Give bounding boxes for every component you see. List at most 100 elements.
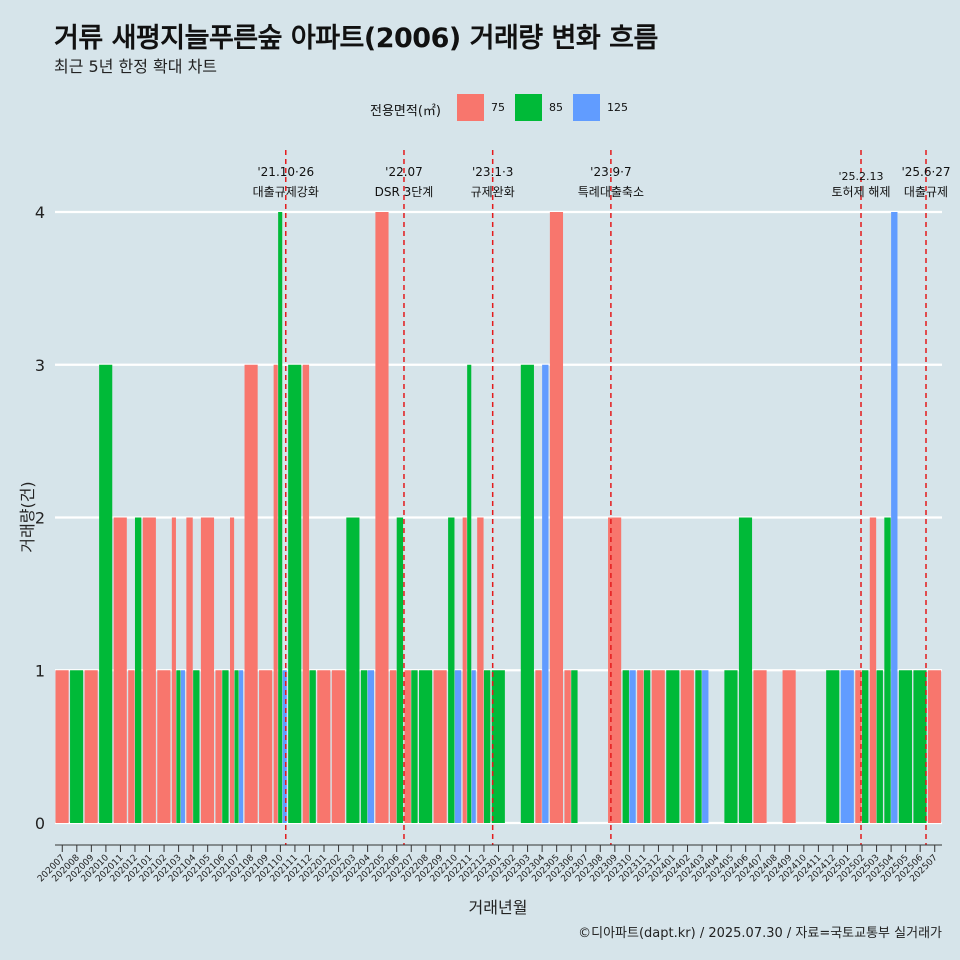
bar-85-202012	[134, 517, 142, 823]
bar-85-202306	[571, 670, 578, 823]
y-tick-label: 4	[35, 203, 45, 222]
bar-75-202202	[331, 670, 345, 823]
bar-75-202104	[186, 517, 193, 823]
legend-key-75	[457, 94, 484, 121]
bar-75-202110	[273, 364, 278, 823]
bar-125-202310	[629, 670, 636, 823]
bar-75-202107	[229, 517, 235, 823]
bar-85-202203	[346, 517, 360, 823]
legend-key-125	[573, 94, 600, 121]
bar-75-202311	[637, 670, 644, 823]
source-caption: ©디아파트(dapt.kr) / 2025.07.30 / 자료=국토교통부 실…	[578, 926, 942, 941]
event-label: DSR 3단계	[375, 185, 434, 199]
bar-75-202309	[608, 517, 622, 823]
bar-85-202210	[448, 517, 455, 823]
bar-75-202305	[549, 212, 564, 823]
bar-125-202110	[282, 670, 287, 823]
bar-85-202406	[738, 517, 753, 823]
bar-85-202403	[695, 670, 702, 823]
legend-title: 전용면적(㎡)	[370, 104, 441, 119]
bar-85-202405	[724, 670, 738, 823]
bar-75-202102	[157, 670, 171, 823]
bar-85-202502	[862, 670, 869, 823]
bar-75-202211	[462, 517, 467, 823]
event-label: 대출규제	[904, 185, 948, 199]
legend-label-125: 125	[607, 101, 628, 114]
bar-75-202109	[259, 670, 273, 823]
bar-75-202503	[869, 517, 877, 823]
bar-75-202507	[927, 670, 942, 823]
bar-85-202212	[483, 670, 491, 823]
bar-85-202506	[913, 670, 927, 823]
y-tick-label: 3	[35, 356, 45, 375]
bar-85-202412	[826, 670, 840, 823]
bar-85-202503	[876, 670, 883, 823]
bar-125-202210	[454, 670, 462, 823]
bar-75-202304	[535, 670, 542, 823]
bar-85-202107	[234, 670, 239, 823]
bar-75-202502	[855, 670, 862, 823]
legend-label-85: 85	[549, 101, 563, 114]
bar-75-202105	[200, 517, 215, 823]
bar-85-202008	[70, 670, 84, 823]
bar-75-202409	[782, 670, 796, 823]
bar-125-202204	[367, 670, 375, 823]
bar-125-202304	[542, 364, 549, 823]
bar-75-202106	[215, 670, 222, 823]
y-axis-title: 거래량(건)	[18, 481, 37, 552]
bar-85-202106	[222, 670, 229, 823]
bar-85-202208	[419, 670, 433, 823]
y-tick-label: 0	[35, 814, 45, 833]
y-axis: 0 1 2 3 4	[35, 203, 45, 833]
bar-85-202111	[288, 364, 302, 823]
event-label: 대출규제강화	[253, 185, 319, 199]
bar-75-202407	[753, 670, 767, 823]
bar-75-202212	[477, 517, 484, 823]
bar-85-202110	[278, 212, 283, 823]
x-axis-title: 거래년월	[469, 898, 528, 917]
bar-85-202207	[411, 670, 418, 823]
legend-key-85	[515, 94, 542, 121]
event-date-label: '25.6·27	[901, 165, 950, 179]
bar-75-202101	[142, 517, 156, 823]
event-label: 규제완화	[471, 185, 515, 199]
bar-75-202206	[389, 670, 397, 823]
bar-85-202505	[898, 670, 913, 823]
bar-75-202103	[171, 517, 176, 823]
bar-85-202311	[643, 670, 651, 823]
y-tick-label: 1	[35, 661, 45, 680]
bar-75-202209	[433, 670, 447, 823]
event-date-label: '23.9·7	[590, 165, 631, 179]
bar-125-202103	[180, 670, 185, 823]
bar-75-202011	[113, 517, 127, 823]
bar-85-202104	[193, 670, 200, 823]
bar-85-202310	[622, 670, 629, 823]
chart-title: 거류 새평지늘푸른숲 아파트(2006) 거래량 변화 흐름	[54, 23, 658, 54]
x-axis: 2020072020082020092020102020112020122021…	[36, 844, 942, 884]
bar-125-202403	[702, 670, 709, 823]
bar-85-202301	[491, 670, 505, 823]
bar-75-202312	[651, 670, 665, 823]
event-lines: '21.10·26 대출규제강화 '22.07 DSR 3단계 '23.1·3 규제완화 '…	[253, 150, 951, 845]
bar-125-202501	[840, 670, 854, 823]
bar-85-202112	[309, 670, 316, 823]
event-date-label: '23.1·3	[472, 165, 513, 179]
bar-125-202107	[239, 670, 244, 823]
y-tick-label: 2	[35, 509, 45, 528]
event-date-label: '21.10·26	[257, 165, 314, 179]
bar-75-202201	[317, 670, 331, 823]
bar-75-202207	[404, 670, 411, 823]
event-label: 특례대출축소	[578, 185, 644, 199]
bar-75-202112	[302, 364, 310, 823]
bar-85-202204	[360, 670, 368, 823]
bar-85-202103	[176, 670, 181, 823]
event-date-label: '25.2.13	[838, 170, 883, 183]
bar-75-202108	[244, 364, 258, 823]
bar-75-202402	[680, 670, 694, 823]
bar-125-202504	[891, 212, 898, 823]
bar-85-202010	[99, 364, 113, 823]
legend: 전용면적(㎡) 75 85 125	[0, 94, 960, 122]
bar-75-202012	[128, 670, 135, 823]
bar-85-202401	[666, 670, 680, 823]
